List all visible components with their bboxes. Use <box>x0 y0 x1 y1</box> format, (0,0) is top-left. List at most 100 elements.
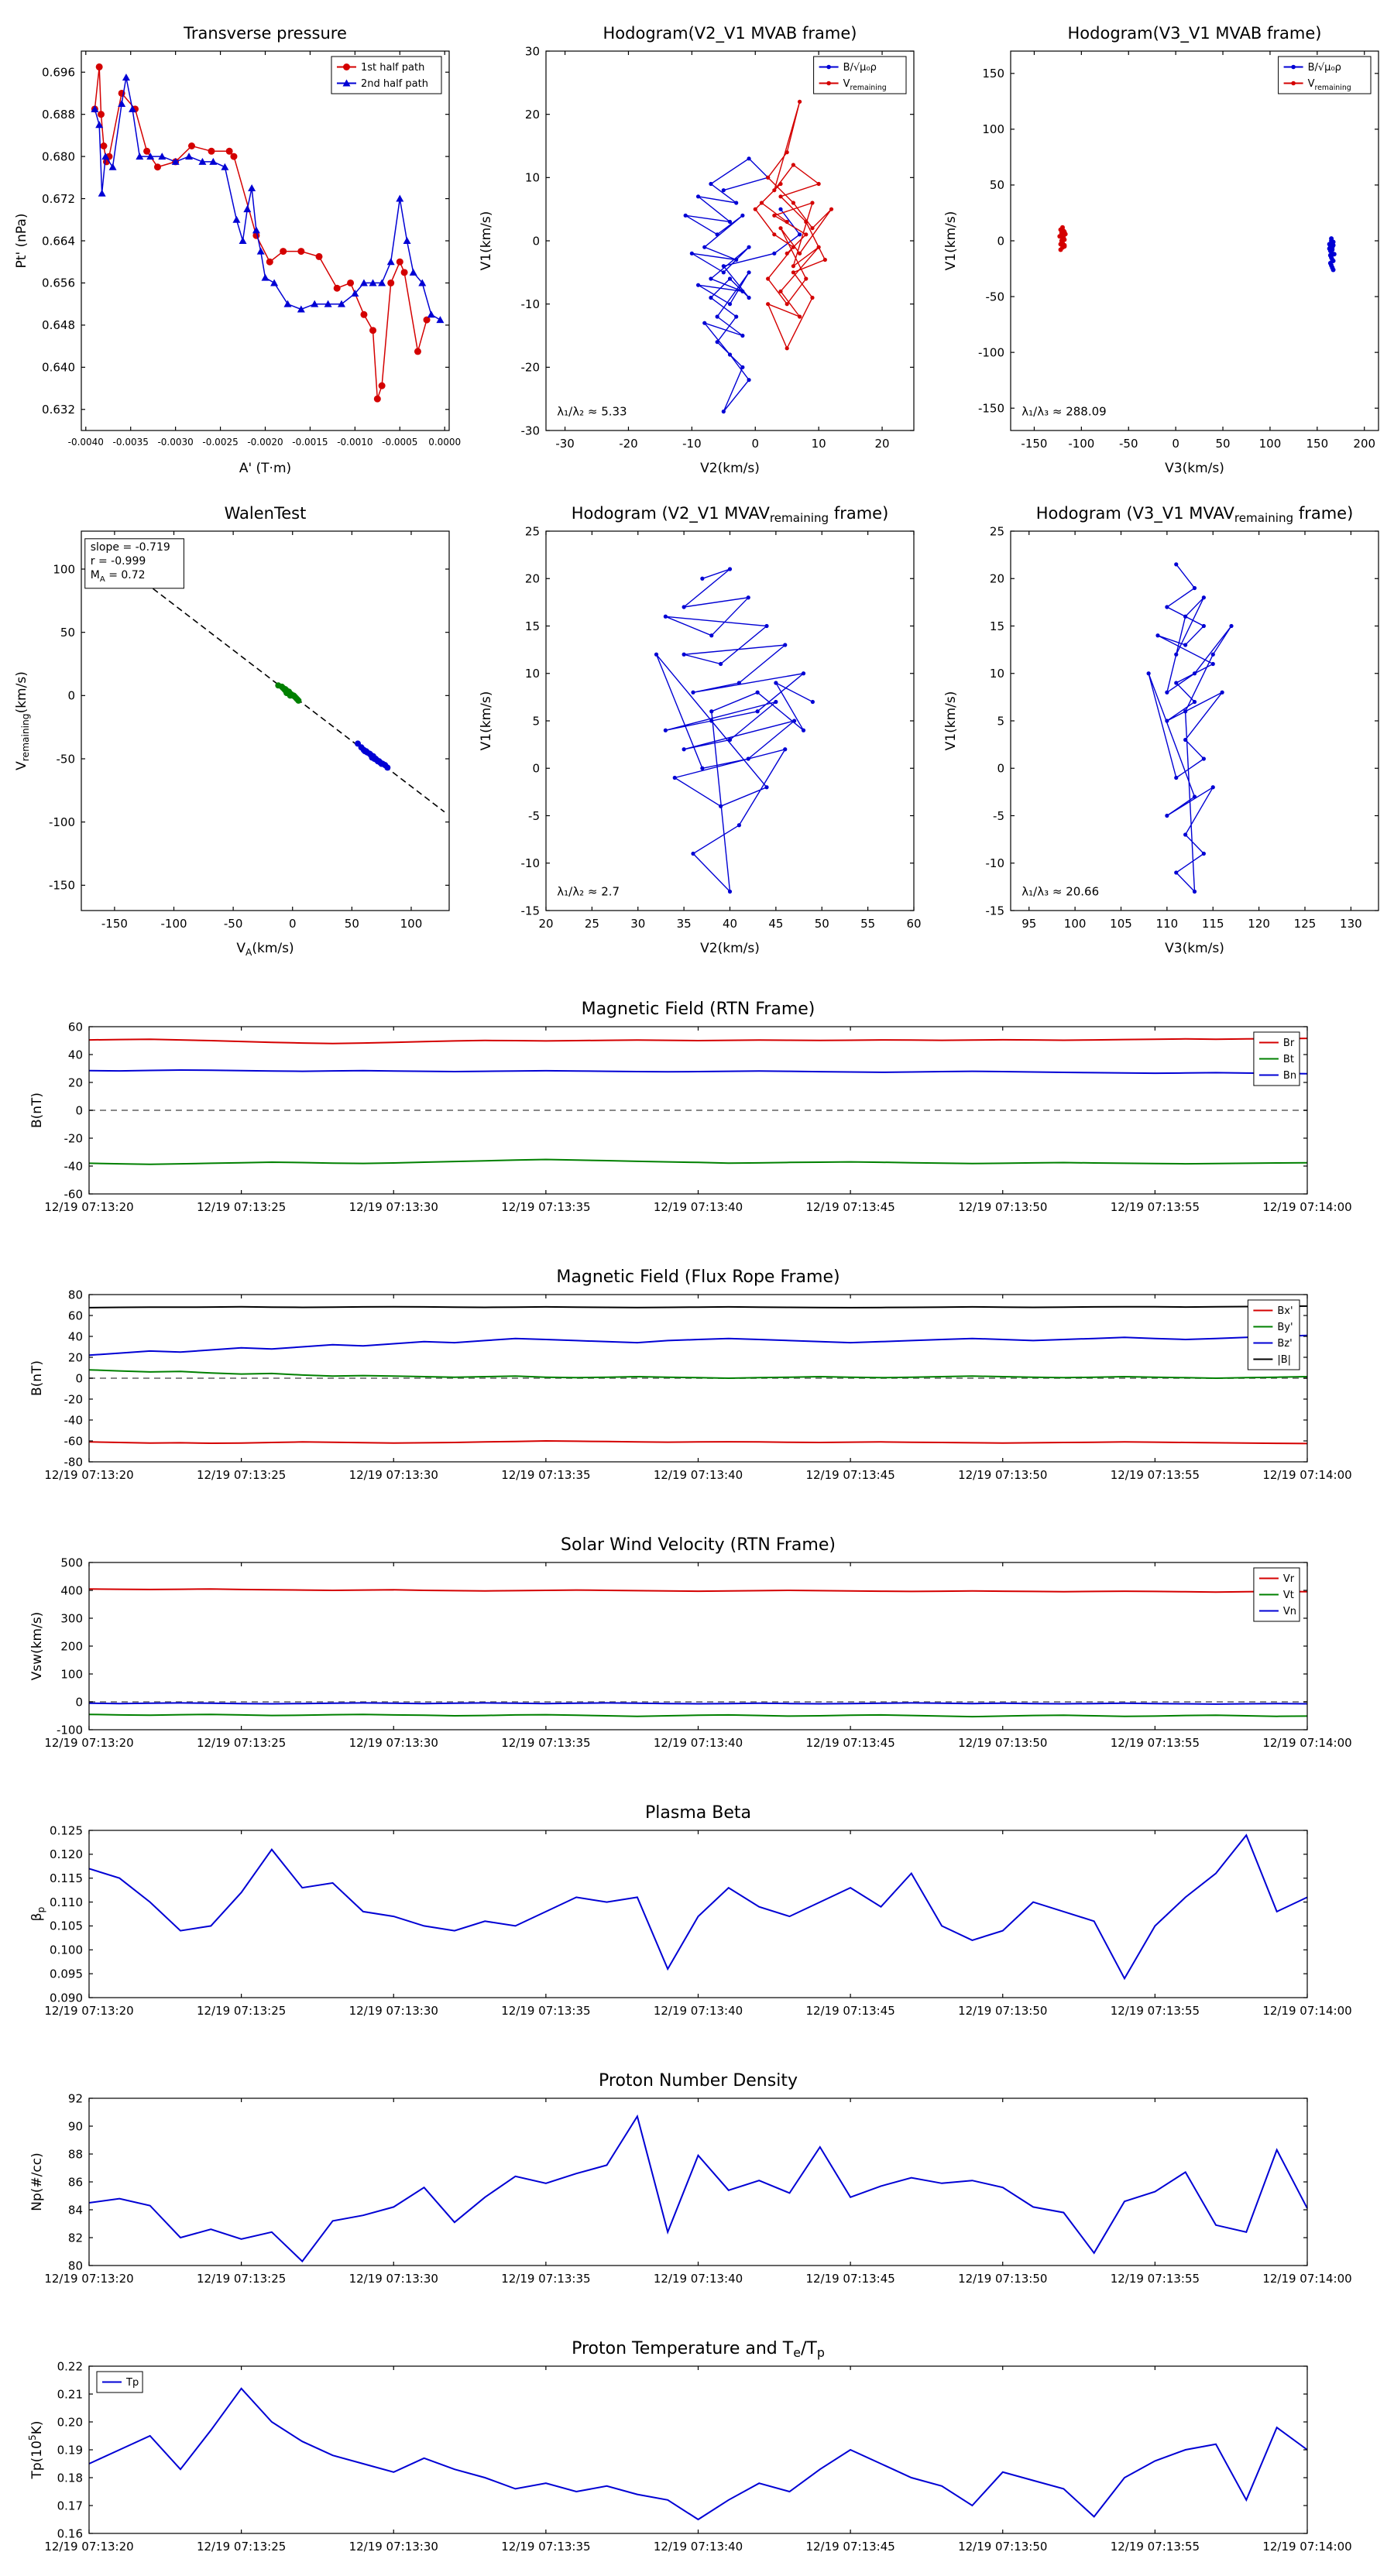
marker-dot <box>682 747 686 752</box>
marker-triangle <box>270 279 279 286</box>
x-tick-label: 12/19 07:14:00 <box>1262 1468 1351 1482</box>
marker-triangle <box>101 153 110 160</box>
marker-triangle <box>418 279 427 286</box>
y-tick-label: -150 <box>978 401 1004 415</box>
marker-dot <box>774 681 778 685</box>
marker-dot <box>1183 614 1188 619</box>
marker-dot <box>1330 245 1335 250</box>
x-tick-label: -0.0010 <box>337 437 373 448</box>
y-tick-label: 80 <box>68 1288 83 1302</box>
series-markers <box>355 740 391 771</box>
y-tick-label: -10 <box>986 856 1005 870</box>
x-tick-label: 12/19 07:14:00 <box>1262 2272 1351 2286</box>
marker-dot <box>1165 719 1169 723</box>
y-axis-label: V1(km/s) <box>479 691 494 751</box>
x-tick-label: 12/19 07:13:50 <box>958 1468 1047 1482</box>
chart-title: Hodogram (V3_V1 MVAVremaining frame) <box>1036 504 1354 525</box>
y-tick-label: 20 <box>525 108 540 122</box>
annotation: λ₁/λ₃ ≈ 20.66 <box>1021 884 1099 898</box>
marker-dot <box>747 156 751 161</box>
plasma-beta-svg: 12/19 07:13:20 12/19 07:13:25 12/19 07:13:… <box>29 1803 1352 2018</box>
x-tick-label: 12/19 07:13:35 <box>501 1736 590 1750</box>
series-markers <box>275 682 302 704</box>
marker-dot <box>1165 605 1169 609</box>
x-tick-label: 12/19 07:13:30 <box>349 2272 438 2286</box>
chart-magnetic-field-rtn: 12/19 07:13:20 12/19 07:13:25 12/19 07:13:… <box>0 993 1394 1233</box>
x-tick-label: -0.0030 <box>157 437 193 448</box>
y-tick-label: -60 <box>64 1434 84 1448</box>
x-tick-label: 12/19 07:13:35 <box>501 1468 590 1482</box>
marker-dot <box>772 251 777 256</box>
marker-triangle <box>118 100 126 108</box>
x-tick-label: 12/19 07:13:25 <box>197 2540 286 2554</box>
x-tick-label: 50 <box>345 917 359 931</box>
y-tick-label: 60 <box>68 1020 83 1034</box>
plot-background <box>89 2098 1307 2266</box>
series-b <box>685 157 801 412</box>
series-bn <box>88 1068 1308 1075</box>
x-axis-label: V3(km/s) <box>1165 461 1224 476</box>
x-tick-label: 12/19 07:13:55 <box>1111 1736 1200 1750</box>
marker-dot <box>804 276 809 281</box>
y-tick-label: 20 <box>525 572 540 586</box>
x-tick-label: 12/19 07:13:25 <box>197 1200 286 1214</box>
marker-dot <box>682 605 686 609</box>
x-tick-label: 50 <box>815 917 829 931</box>
y-axis-label: Np(#/cc) <box>29 2152 45 2211</box>
marker-dot <box>791 163 795 167</box>
marker-dot <box>727 567 733 571</box>
y-axis-label: B(nT) <box>29 1092 45 1128</box>
y-tick-label: 50 <box>990 178 1004 192</box>
y-tick-label: -10 <box>521 297 541 311</box>
y-tick-label: 80 <box>68 2259 83 2272</box>
series-markers <box>654 567 815 894</box>
marker-dot <box>709 719 714 723</box>
marker-dot <box>736 681 741 685</box>
x-tick-label: 115 <box>1202 917 1224 931</box>
y-tick-label: 0.125 <box>50 1823 83 1837</box>
x-tick-label: -20 <box>619 437 638 451</box>
marker-dot <box>791 264 795 269</box>
y-tick-label: 25 <box>990 524 1004 538</box>
marker-dot <box>715 314 719 319</box>
marker-dot <box>772 232 777 237</box>
annotation: λ₁/λ₃ ≈ 288.09 <box>1021 404 1106 418</box>
marker-dot <box>797 314 802 319</box>
marker-dot <box>700 576 705 581</box>
chart-title: Plasma Beta <box>645 1803 751 1823</box>
marker-dot <box>740 333 745 338</box>
marker-dot <box>822 257 827 262</box>
chart-title: Magnetic Field (Flux Rope Frame) <box>556 1267 839 1287</box>
series-np <box>88 2114 1308 2263</box>
marker-dot <box>804 232 809 237</box>
x-tick-label: 12/19 07:13:30 <box>349 2004 438 2018</box>
marker-dot <box>766 276 771 281</box>
legend-label: B/√μ₀ρ <box>843 62 877 74</box>
y-tick-label: -10 <box>521 856 541 870</box>
marker-dot <box>709 276 713 281</box>
marker-triangle <box>129 105 137 112</box>
marker-triangle <box>209 157 218 165</box>
x-tick-label: 110 <box>1156 917 1179 931</box>
x-axis-label: A' (T·m) <box>239 461 291 476</box>
legend-box <box>331 56 442 94</box>
y-axis-label: B(nT) <box>29 1360 45 1396</box>
x-tick-label: -150 <box>101 917 128 931</box>
marker-dot <box>747 270 751 275</box>
y-tick-label: 92 <box>68 2091 83 2105</box>
marker-dot <box>1210 652 1215 657</box>
series-markers <box>1146 562 1234 894</box>
y-tick-label: -50 <box>57 752 76 766</box>
legend-label: 2nd half path <box>361 78 428 90</box>
y-tick-label: -50 <box>986 290 1005 304</box>
marker-dot <box>766 175 771 180</box>
y-tick-label: 10 <box>525 667 540 681</box>
marker-circle <box>280 248 287 256</box>
x-tick-label: 12/19 07:13:40 <box>654 2272 743 2286</box>
marker-dot <box>727 352 733 357</box>
series-vr <box>88 1588 1308 1593</box>
legend-label: Bx' <box>1277 1305 1293 1317</box>
marker-circle <box>266 258 273 266</box>
x-tick-label: -50 <box>224 917 243 931</box>
